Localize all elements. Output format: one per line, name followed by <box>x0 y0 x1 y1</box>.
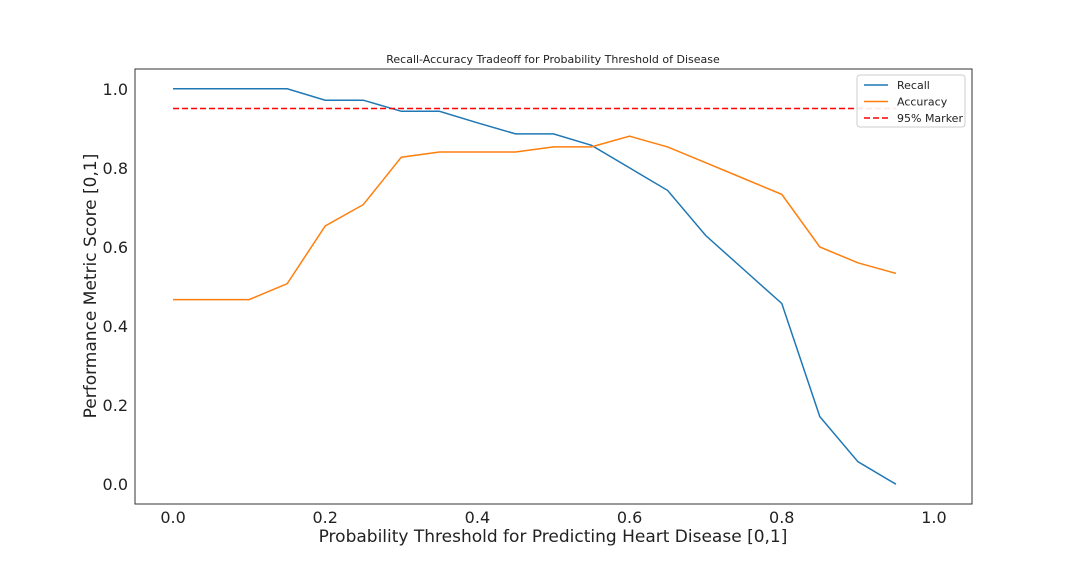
y-tick-label: 0.0 <box>103 475 128 494</box>
plot-frame <box>134 68 973 505</box>
x-tick-label: 0.2 <box>313 508 338 527</box>
y-tick-label: 0.8 <box>103 159 128 178</box>
x-tick-label: 0.0 <box>160 508 185 527</box>
axis-ticks: 0.0 0.2 0.4 0.6 0.8 1.0 0.0 0.2 0.4 0.6 0.8 1.0 <box>103 80 947 527</box>
y-axis-label: Performance Metric Score [0,1] <box>81 154 101 419</box>
y-tick-label: 0.4 <box>103 317 128 336</box>
x-axis-label: Probability Threshold for Predicting Hea… <box>319 527 788 547</box>
x-tick-label: 0.8 <box>769 508 794 527</box>
legend-label: Recall <box>897 79 930 92</box>
legend-label: 95% Marker <box>897 112 963 125</box>
y-tick-label: 0.2 <box>103 396 128 415</box>
legend-box <box>856 74 966 128</box>
x-tick-label: 0.4 <box>465 508 490 527</box>
y-tick-label: 0.6 <box>103 238 128 257</box>
chart-title: Recall-Accuracy Tradeoff for Probability… <box>386 53 720 66</box>
legend-label: Accuracy <box>897 96 948 109</box>
legend: Recall Accuracy 95% Marker <box>856 74 966 128</box>
series-line-accuracy <box>173 135 897 301</box>
y-tick-label: 1.0 <box>103 80 128 99</box>
x-tick-label: 0.6 <box>617 508 642 527</box>
series-lines <box>173 88 897 485</box>
series-line-recall <box>173 88 897 485</box>
x-tick-label: 1.0 <box>921 508 946 527</box>
